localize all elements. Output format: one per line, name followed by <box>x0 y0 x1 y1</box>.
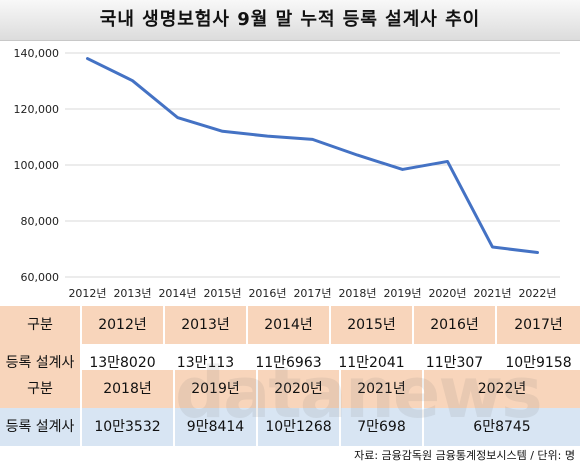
table1-year: 2012년 <box>80 306 163 344</box>
y-tick-label: 100,000 <box>14 159 60 172</box>
x-tick-label: 2012년 <box>68 287 106 300</box>
source-footer: 자료: 금융감독원 금융통계정보시스템 / 단위: 명 <box>354 449 575 462</box>
data-point <box>266 134 269 138</box>
table1-year: 2017년 <box>495 306 580 344</box>
data-point <box>446 160 449 163</box>
title-bar: 국내 생명보험사 9월 말 누적 등록 설계사 추이 <box>0 0 580 41</box>
table2-value: 6만8745 <box>422 408 580 446</box>
table2-year: 2018년 <box>80 370 173 408</box>
data-point <box>356 153 359 157</box>
x-tick-label: 2018년 <box>338 287 376 300</box>
x-tick-label: 2014년 <box>158 287 196 300</box>
y-tick-label: 140,000 <box>14 47 60 60</box>
table2-header-label: 구분 <box>0 370 80 408</box>
series-line <box>86 57 539 255</box>
y-axis-ticks: 60,000 80,000 100,000 120,000 140,000 <box>14 47 60 284</box>
table1-year: 2013년 <box>163 306 246 344</box>
table1-value: 13만8020 <box>80 344 163 382</box>
table1-year: 2015년 <box>329 306 412 344</box>
data-point <box>86 57 89 60</box>
table2-header-row: 구분 2018년 2019년 2020년 2021년 2022년 <box>0 370 580 408</box>
table2-value: 10만3532 <box>80 408 173 446</box>
table2-value-row: 등록 설계사 10만3532 9만8414 10만1268 7만698 6만87… <box>0 408 580 446</box>
x-tick-label: 2021년 <box>473 287 511 300</box>
x-axis-ticks: 2012년 2013년 2014년 2015년 2016년 2017년 2018년 2019년… <box>68 287 556 300</box>
x-tick-label: 2019년 <box>383 287 421 300</box>
x-tick-label: 2013년 <box>113 287 151 300</box>
table2-value: 9만8414 <box>173 408 256 446</box>
table1-value: 11만307 <box>412 344 495 382</box>
data-point <box>311 138 314 141</box>
table1-header-label: 구분 <box>0 306 80 344</box>
table1-header-row: 구분 2012년 2013년 2014년 2015년 2016년 2017년 <box>0 306 580 344</box>
table2-year: 2022년 <box>422 370 580 408</box>
table2-value: 7만698 <box>339 408 422 446</box>
data-point <box>401 168 404 171</box>
y-tick-label: 80,000 <box>21 215 60 228</box>
x-tick-label: 2015년 <box>203 287 241 300</box>
table1-value: 11만2041 <box>329 344 412 382</box>
table1-value-row: 등록 설계사 13만8020 13만113 11만6963 11만2041 11… <box>0 344 580 382</box>
table2-year: 2019년 <box>173 370 256 408</box>
table1-value: 13만113 <box>163 344 246 382</box>
x-tick-label: 2016년 <box>248 287 286 300</box>
x-tick-label: 2022년 <box>518 287 556 300</box>
series-lines <box>86 57 539 255</box>
table1-year: 2014년 <box>246 306 329 344</box>
table2-row-label: 등록 설계사 <box>0 408 80 446</box>
table2-year: 2020년 <box>256 370 339 408</box>
table2-value: 10만1268 <box>256 408 339 446</box>
y-tick-label: 60,000 <box>21 271 60 284</box>
table1-year: 2016년 <box>412 306 495 344</box>
table2-year: 2021년 <box>339 370 422 408</box>
x-tick-label: 2017년 <box>293 287 331 300</box>
y-tick-label: 120,000 <box>14 103 60 116</box>
table1-value: 11만6963 <box>246 344 329 382</box>
data-point <box>536 251 539 254</box>
x-tick-label: 2020년 <box>428 287 466 300</box>
data-point <box>221 130 224 133</box>
data-point <box>176 116 179 119</box>
data-point <box>491 245 494 249</box>
data-point <box>131 79 134 82</box>
table1-value: 10만9158 <box>495 344 580 382</box>
chart-title: 국내 생명보험사 9월 말 누적 등록 설계사 추이 <box>99 9 481 30</box>
